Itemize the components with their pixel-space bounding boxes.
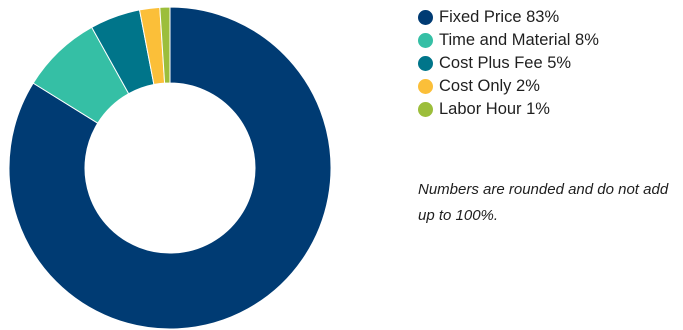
- chart-footnote: Numbers are rounded and do not add up to…: [418, 181, 669, 224]
- legend-label: Cost Only 2%: [439, 77, 540, 95]
- donut-slice-labor-hour: [159, 6, 171, 84]
- legend-item-labor-hour: Labor Hour 1%: [418, 98, 599, 121]
- legend-item-fixed-price: Fixed Price 83%: [418, 6, 599, 29]
- chart-legend: Fixed Price 83% Time and Material 8% Cost …: [418, 6, 599, 121]
- legend-label: Fixed Price 83%: [439, 8, 560, 26]
- legend-item-cost-plus-fee: Cost Plus Fee 5%: [418, 52, 599, 75]
- legend-item-cost-only: Cost Only 2%: [418, 75, 599, 98]
- legend-swatch: [418, 33, 433, 48]
- legend-label: Labor Hour 1%: [439, 100, 550, 118]
- legend-swatch: [418, 56, 433, 71]
- donut-chart: [8, 6, 332, 330]
- donut-slice-fixed-price: [8, 6, 332, 330]
- legend-label: Cost Plus Fee 5%: [439, 54, 572, 72]
- legend-swatch: [418, 10, 433, 25]
- legend-item-time-and-material: Time and Material 8%: [418, 29, 599, 52]
- legend-swatch: [418, 102, 433, 117]
- legend-swatch: [418, 79, 433, 94]
- legend-label: Time and Material 8%: [439, 31, 599, 49]
